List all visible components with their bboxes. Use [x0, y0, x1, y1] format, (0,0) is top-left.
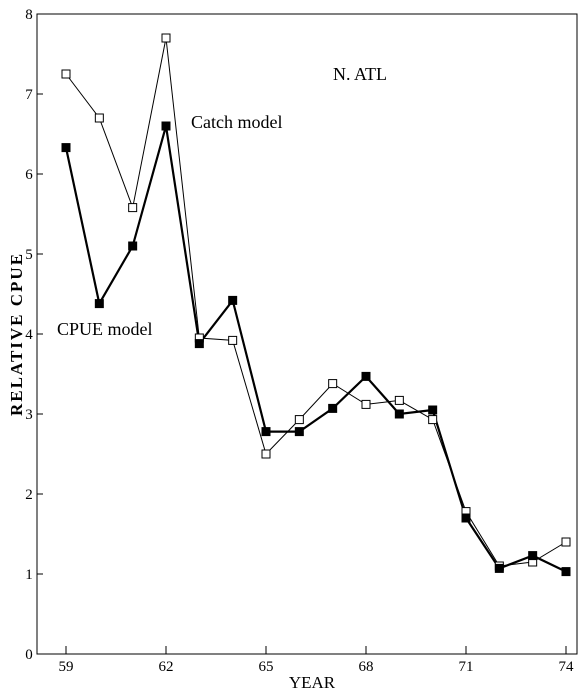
cpue-model-point — [528, 551, 538, 561]
catch-model-line — [65, 37, 567, 567]
y-tick-label: 6 — [25, 167, 33, 183]
x-tick-label: 74 — [559, 659, 575, 675]
cpue-model-point — [328, 403, 338, 413]
x-axis-ticks: 59 62 65 68 71 74 — [59, 646, 575, 675]
y-tick-label: 3 — [25, 407, 33, 423]
catch-model-point — [61, 69, 71, 79]
cpue-model-point — [228, 295, 238, 305]
cpue-model-point — [161, 121, 171, 131]
cpue-model-point — [94, 299, 104, 309]
cpue-model-label: CPUE model — [57, 319, 153, 339]
catch-model-point — [394, 395, 404, 405]
cpue-model-point — [461, 513, 471, 523]
catch-model-label: Catch model — [191, 112, 282, 132]
catch-model-point — [128, 203, 138, 213]
cpue-model-point — [361, 371, 371, 381]
cpue-model-point — [428, 405, 438, 415]
x-axis-title: YEAR — [289, 673, 336, 692]
cpue-model-point — [294, 427, 304, 437]
cpue-model-point — [128, 241, 138, 251]
catch-model-point — [94, 113, 104, 123]
catch-model-point — [428, 415, 438, 425]
y-axis-ticks: 0 1 2 3 4 5 6 7 8 — [25, 7, 43, 663]
cpue-model-point — [261, 427, 271, 437]
y-tick-label: 1 — [25, 567, 33, 583]
x-tick-label: 65 — [259, 659, 274, 675]
catch-model-point — [261, 449, 271, 459]
catch-model-point — [361, 399, 371, 409]
catch-model-point — [294, 415, 304, 425]
series-lines — [64, 37, 567, 573]
x-tick-label: 71 — [459, 659, 474, 675]
y-axis-title: RELATIVE CPUE — [7, 252, 26, 416]
cpue-model-line — [64, 125, 567, 573]
y-tick-label: 5 — [25, 247, 33, 263]
region-label: N. ATL — [333, 64, 387, 84]
cpue-model-point — [494, 563, 504, 573]
cpue-model-point — [561, 567, 571, 577]
catch-model-point — [561, 537, 571, 547]
x-tick-label: 68 — [359, 659, 374, 675]
y-tick-label: 0 — [25, 647, 33, 663]
y-tick-label: 8 — [25, 7, 33, 23]
catch-model-point — [328, 379, 338, 389]
y-tick-label: 7 — [25, 87, 33, 103]
cpue-model-point — [394, 409, 404, 419]
y-tick-label: 4 — [25, 327, 33, 343]
cpue-model-point — [61, 143, 71, 153]
catch-model-point — [228, 335, 238, 345]
cpue-model-point — [194, 339, 204, 349]
y-tick-label: 2 — [25, 487, 33, 503]
x-tick-label: 59 — [59, 659, 74, 675]
x-tick-label: 62 — [159, 659, 174, 675]
series-markers — [61, 33, 571, 577]
catch-model-point — [161, 33, 171, 43]
